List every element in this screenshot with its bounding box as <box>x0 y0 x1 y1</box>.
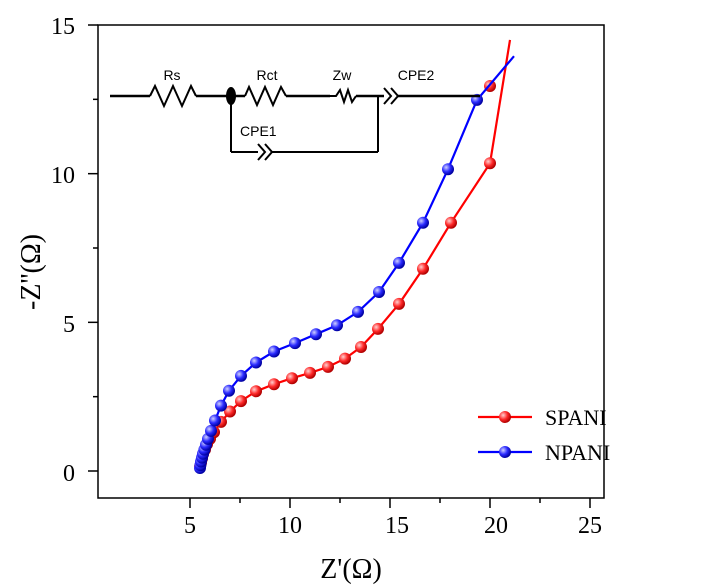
data-point <box>355 341 367 353</box>
data-point <box>339 352 351 365</box>
x-tick-label: 25 <box>578 513 602 539</box>
data-point <box>250 385 262 398</box>
y-axis-label: -Z''(Ω) <box>16 234 47 310</box>
x-tick-label: 10 <box>278 513 302 539</box>
data-point <box>235 395 247 408</box>
series-npani <box>194 55 515 474</box>
data-point <box>250 356 262 369</box>
data-point <box>417 262 429 275</box>
warburg-zw-symbol <box>330 86 357 106</box>
series-spani <box>194 39 512 473</box>
y-tick-label: 5 <box>63 312 75 338</box>
resistor-rs-symbol <box>149 83 197 109</box>
circuit-label-cpe2: CPE2 <box>398 67 435 83</box>
legend: SPANI NPANI <box>478 405 610 465</box>
data-point <box>235 369 247 382</box>
y-tick-label: 15 <box>51 14 75 40</box>
data-point <box>286 372 298 385</box>
x-tick-label: 15 <box>385 513 409 539</box>
circuit-label-rs: Rs <box>163 67 180 83</box>
circuit-label-zw: Zw <box>333 67 353 83</box>
series-line <box>198 55 515 469</box>
data-point <box>393 297 405 310</box>
data-point <box>484 157 496 170</box>
data-point <box>373 286 385 298</box>
axis-ticks <box>88 24 591 508</box>
x-axis-label: Z'(Ω) <box>320 554 382 585</box>
data-point <box>268 378 280 391</box>
x-tick-label: 20 <box>484 513 508 539</box>
data-point <box>209 414 221 427</box>
data-point <box>268 345 280 358</box>
y-tick-label: 10 <box>51 163 75 189</box>
circuit-label-cpe1: CPE1 <box>240 123 277 139</box>
cpe2-symbol <box>383 87 393 105</box>
data-point <box>215 399 227 412</box>
legend-label-npani: NPANI <box>545 440 610 465</box>
plot-frame <box>97 24 605 499</box>
legend-label-spani: SPANI <box>545 405 607 430</box>
data-point <box>304 366 316 379</box>
data-point <box>322 360 334 373</box>
data-point <box>224 405 236 418</box>
data-point <box>310 328 322 341</box>
legend-marker-spani <box>499 411 511 423</box>
data-point <box>289 337 301 350</box>
data-point <box>393 256 405 269</box>
data-point <box>205 424 217 437</box>
data-point <box>372 322 384 335</box>
data-point <box>331 319 343 332</box>
data-point <box>417 216 429 229</box>
legend-marker-npani <box>499 446 511 458</box>
x-tick-label: 5 <box>184 513 196 539</box>
data-point <box>352 305 364 318</box>
data-point <box>445 216 457 229</box>
data-point <box>442 163 454 176</box>
circuit-label-rct: Rct <box>257 67 278 83</box>
resistor-rct-symbol <box>244 84 287 108</box>
data-point <box>223 384 235 397</box>
equivalent-circuit-inset: Rs Rct Zw CPE2 CPE1 <box>110 67 480 161</box>
y-tick-label: 0 <box>63 461 75 487</box>
cpe1-symbol <box>257 143 267 161</box>
